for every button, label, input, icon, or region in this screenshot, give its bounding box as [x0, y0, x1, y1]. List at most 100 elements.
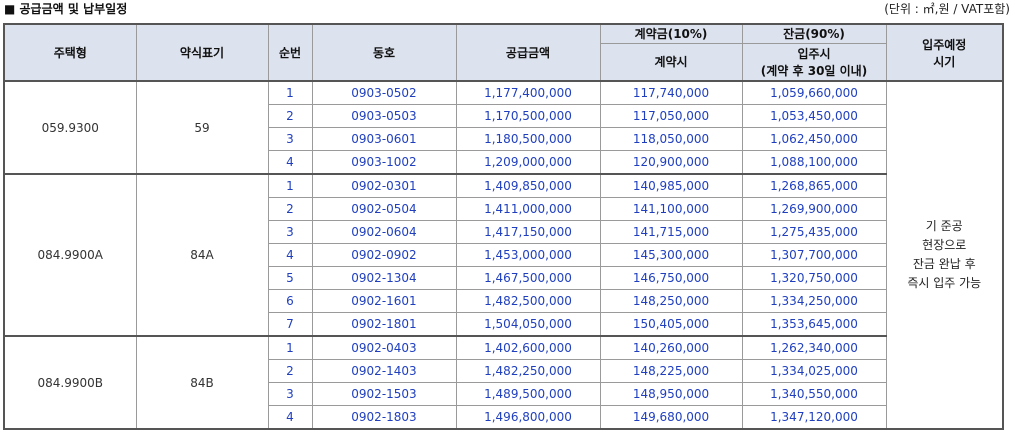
movein-note-line: 현장으로 [922, 238, 967, 252]
cell-order: 3 [267, 127, 313, 151]
col-header-movein-line1: 입주예정 [922, 37, 967, 52]
cell-balance: 1,353,645,000 [741, 312, 887, 337]
cell-order: 7 [267, 312, 313, 337]
cell-order: 1 [267, 80, 313, 105]
cell-unit-number: 0902-1601 [311, 289, 457, 313]
col-header-balance-sub: 입주시 (계약 후 30일 이내) [741, 42, 887, 82]
cell-supply-price: 1,417,150,000 [455, 220, 601, 244]
cell-deposit: 148,225,000 [599, 359, 743, 383]
table-header: 주택형 약식표기 순번 동호 공급금액 계약금(10%) 잔금(90%) 입주예… [3, 23, 1004, 82]
cell-balance: 1,262,340,000 [741, 335, 887, 360]
table-row: 4 0902-1803 1,496,800,000 149,680,000 1,347,… [4, 405, 1003, 430]
table-row: 2 0902-1403 1,482,250,000 148,225,000 1,334,… [4, 359, 1003, 383]
cell-house-type: 059.9300 [3, 80, 137, 175]
cell-unit-number: 0902-0403 [311, 335, 457, 360]
cell-supply-price: 1,411,000,000 [455, 197, 601, 221]
cell-deposit: 141,100,000 [599, 197, 743, 221]
cell-deposit: 120,900,000 [599, 150, 743, 175]
table-row: 4 0903-1002 1,209,000,000 120,900,000 1,088,… [4, 150, 1003, 175]
col-header-balance-sub-line2: (계약 후 30일 이내) [760, 63, 868, 78]
movein-note-line: 잔금 완납 후 [912, 257, 976, 271]
cell-supply-price: 1,409,850,000 [455, 173, 601, 198]
cell-deposit: 148,950,000 [599, 382, 743, 406]
cell-deposit: 150,405,000 [599, 312, 743, 337]
cell-order: 6 [267, 289, 313, 313]
cell-balance: 1,053,450,000 [741, 104, 887, 128]
cell-unit-number: 0902-0504 [311, 197, 457, 221]
cell-supply-price: 1,504,050,000 [455, 312, 601, 337]
cell-deposit: 146,750,000 [599, 266, 743, 290]
table-row: 6 0902-1601 1,482,500,000 148,250,000 1,334,… [4, 289, 1003, 313]
cell-unit-number: 0902-1304 [311, 266, 457, 290]
cell-deposit: 140,260,000 [599, 335, 743, 360]
cell-supply-price: 1,209,000,000 [455, 150, 601, 175]
table-body: 059.9300 59 1 0903-0502 1,177,400,000 117,740… [3, 80, 1004, 430]
cell-order: 4 [267, 243, 313, 267]
cell-deposit: 148,250,000 [599, 289, 743, 313]
cell-supply-price: 1,482,250,000 [455, 359, 601, 383]
cell-deposit: 141,715,000 [599, 220, 743, 244]
col-header-balance-sub-line1: 입주시 [797, 46, 831, 61]
cell-deposit: 117,050,000 [599, 104, 743, 128]
cell-unit-number: 0903-0601 [311, 127, 457, 151]
cell-balance: 1,334,250,000 [741, 289, 887, 313]
cell-deposit: 149,680,000 [599, 405, 743, 430]
cell-balance: 1,268,865,000 [741, 173, 887, 198]
table-row: 2 0902-0504 1,411,000,000 141,100,000 1,269,… [4, 197, 1003, 221]
title-bar: ■ 공급금액 및 납부일정 (단위 : ㎡,원 / VAT포함) [0, 0, 1016, 18]
cell-order: 2 [267, 104, 313, 128]
cell-order: 4 [267, 150, 313, 175]
cell-balance: 1,088,100,000 [741, 150, 887, 175]
cell-abbr: 84A [135, 173, 269, 337]
cell-deposit: 145,300,000 [599, 243, 743, 267]
cell-balance: 1,340,550,000 [741, 382, 887, 406]
cell-balance: 1,307,700,000 [741, 243, 887, 267]
cell-balance: 1,334,025,000 [741, 359, 887, 383]
section-title: ■ 공급금액 및 납부일정 [4, 2, 128, 16]
cell-supply-price: 1,482,500,000 [455, 289, 601, 313]
cell-balance: 1,320,750,000 [741, 266, 887, 290]
cell-abbr: 84B [135, 335, 269, 430]
cell-supply-price: 1,453,000,000 [455, 243, 601, 267]
col-header-type: 주택형 [3, 23, 137, 82]
table-row: 3 0902-0604 1,417,150,000 141,715,000 1,275,… [4, 220, 1003, 244]
cell-supply-price: 1,489,500,000 [455, 382, 601, 406]
movein-note-line: 즉시 입주 가능 [907, 276, 982, 290]
cell-order: 1 [267, 173, 313, 198]
col-header-order: 순번 [267, 23, 313, 82]
cell-unit-number: 0902-0902 [311, 243, 457, 267]
cell-unit-number: 0903-0502 [311, 80, 457, 105]
cell-unit-number: 0902-1803 [311, 405, 457, 430]
cell-deposit: 140,985,000 [599, 173, 743, 198]
cell-unit-number: 0902-1403 [311, 359, 457, 383]
price-schedule-table: 주택형 약식표기 순번 동호 공급금액 계약금(10%) 잔금(90%) 입주예… [3, 23, 1004, 430]
cell-unit-number: 0902-0301 [311, 173, 457, 198]
cell-house-type: 084.9900A [3, 173, 137, 337]
cell-unit-number: 0903-0503 [311, 104, 457, 128]
cell-order: 2 [267, 359, 313, 383]
cell-unit-number: 0902-1801 [311, 312, 457, 337]
unit-note: (단위 : ㎡,원 / VAT포함) [884, 2, 1010, 16]
col-header-movein-line2: 시기 [933, 54, 956, 69]
cell-order: 5 [267, 266, 313, 290]
col-header-deposit-group: 계약금(10%) [599, 23, 743, 44]
movein-note-line: 기 준공 [925, 219, 963, 233]
col-header-price: 공급금액 [455, 23, 601, 82]
cell-supply-price: 1,402,600,000 [455, 335, 601, 360]
cell-deposit: 118,050,000 [599, 127, 743, 151]
cell-deposit: 117,740,000 [599, 80, 743, 105]
cell-balance: 1,269,900,000 [741, 197, 887, 221]
table-row: 3 0902-1503 1,489,500,000 148,950,000 1,340,… [4, 382, 1003, 406]
col-header-balance-group: 잔금(90%) [741, 23, 887, 44]
cell-balance: 1,347,120,000 [741, 405, 887, 430]
cell-unit-number: 0902-1503 [311, 382, 457, 406]
col-header-movein: 입주예정 시기 [885, 23, 1004, 82]
cell-order: 3 [267, 382, 313, 406]
col-header-deposit-sub: 계약시 [599, 42, 743, 82]
col-header-unit: 동호 [311, 23, 457, 82]
table-row: 084.9900A 84A 1 0902-0301 1,409,850,000 140,9… [3, 173, 1003, 337]
cell-abbr: 59 [135, 80, 269, 175]
cell-supply-price: 1,170,500,000 [455, 104, 601, 128]
cell-order: 3 [267, 220, 313, 244]
